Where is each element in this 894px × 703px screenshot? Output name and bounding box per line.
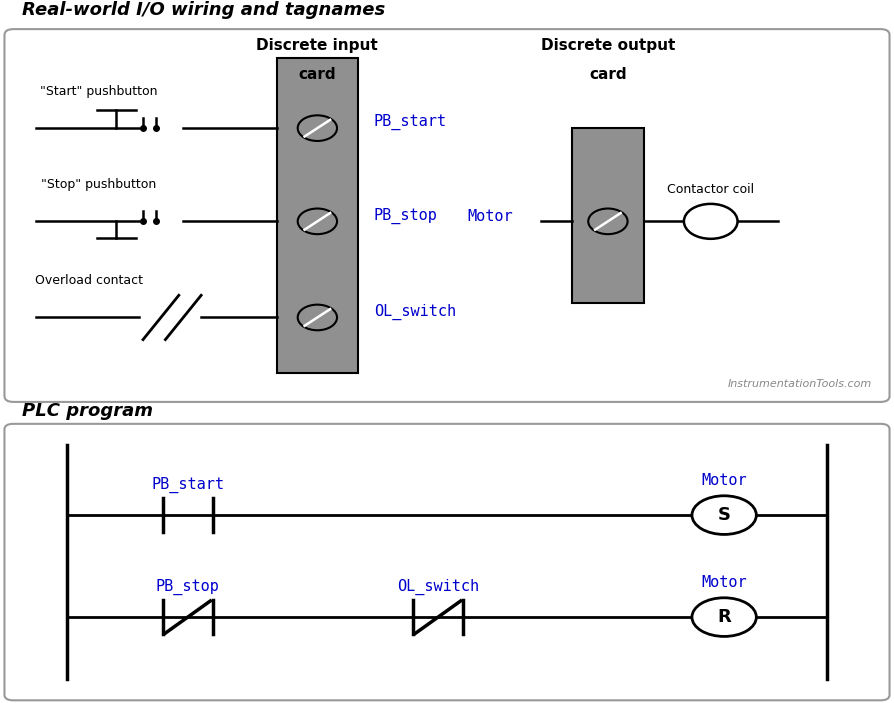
Text: "Stop" pushbutton: "Stop" pushbutton <box>41 178 156 191</box>
Text: OL_switch: OL_switch <box>397 579 479 595</box>
Circle shape <box>692 496 756 534</box>
FancyBboxPatch shape <box>572 128 644 303</box>
Text: PB_stop: PB_stop <box>374 207 437 224</box>
Text: Motor: Motor <box>701 575 747 591</box>
FancyBboxPatch shape <box>4 29 890 402</box>
Text: Discrete output: Discrete output <box>541 38 675 53</box>
Text: Overload contact: Overload contact <box>36 274 143 287</box>
FancyBboxPatch shape <box>4 424 890 700</box>
Text: PB_stop: PB_stop <box>156 579 220 595</box>
Text: PB_start: PB_start <box>151 477 224 493</box>
Text: Real-world I/O wiring and tagnames: Real-world I/O wiring and tagnames <box>22 1 385 18</box>
Text: OL_switch: OL_switch <box>374 304 456 320</box>
Circle shape <box>298 115 337 141</box>
Text: card: card <box>299 67 336 82</box>
Text: card: card <box>589 67 627 82</box>
Circle shape <box>692 598 756 636</box>
Circle shape <box>684 204 738 239</box>
FancyBboxPatch shape <box>277 58 358 373</box>
Text: Contactor coil: Contactor coil <box>667 183 755 195</box>
Circle shape <box>298 304 337 330</box>
Text: InstrumentationTools.com: InstrumentationTools.com <box>728 379 872 389</box>
Circle shape <box>298 209 337 234</box>
Text: R: R <box>717 608 731 626</box>
Text: PLC program: PLC program <box>22 402 154 420</box>
Text: Motor: Motor <box>467 209 513 224</box>
Text: Discrete input: Discrete input <box>257 38 378 53</box>
Text: Motor: Motor <box>701 473 747 489</box>
Text: PB_start: PB_start <box>374 114 447 131</box>
Text: "Start" pushbutton: "Start" pushbutton <box>39 85 157 98</box>
Text: S: S <box>718 506 730 524</box>
Circle shape <box>588 209 628 234</box>
